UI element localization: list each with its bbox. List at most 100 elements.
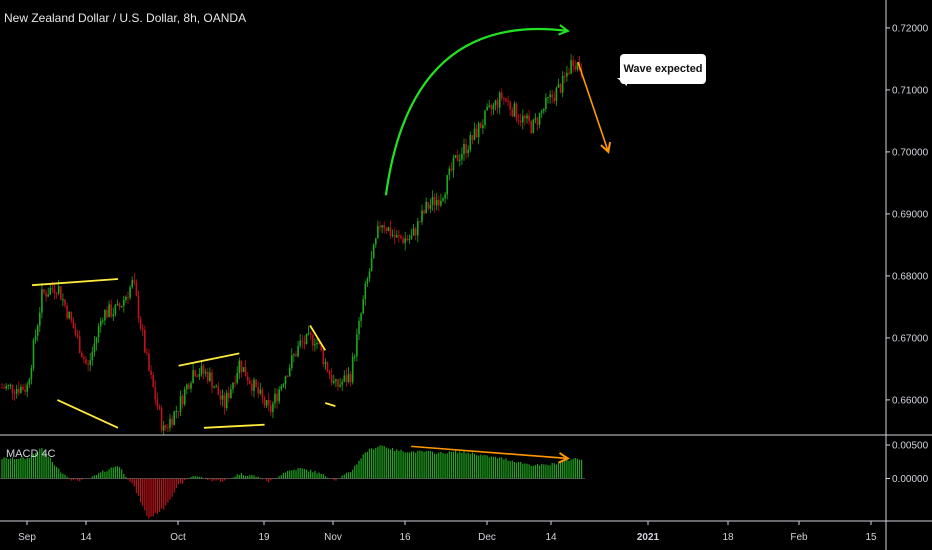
candle-body <box>228 392 230 399</box>
candle-body <box>141 328 144 330</box>
candle-body <box>446 175 448 195</box>
candle-body <box>270 405 272 412</box>
candle-body <box>87 363 89 365</box>
candle-body <box>278 389 280 402</box>
candle-body <box>309 332 312 336</box>
candle-body <box>364 283 367 300</box>
candle-body <box>414 228 417 236</box>
time-tick-label: Sep <box>18 532 36 543</box>
candle-body <box>186 384 188 390</box>
candle-body <box>284 376 287 385</box>
candle-body <box>366 278 369 284</box>
candle-body <box>515 103 518 120</box>
candle-body <box>112 314 115 317</box>
candle-body <box>572 60 574 67</box>
candle-body <box>70 312 73 321</box>
candle-body <box>431 197 434 205</box>
candle-body <box>343 375 346 382</box>
candle-body <box>337 379 339 387</box>
candle-body <box>39 312 41 326</box>
candle-body <box>517 119 520 121</box>
candle-body <box>536 118 539 125</box>
candle-body <box>192 370 194 383</box>
candle-body <box>519 120 522 123</box>
candle-body <box>162 425 165 431</box>
candle-body <box>511 109 514 117</box>
candle-body <box>5 386 7 389</box>
candle-body <box>509 101 511 110</box>
candle-body <box>471 135 474 140</box>
candle-body <box>165 425 167 428</box>
candle-body <box>9 384 12 386</box>
candle-body <box>570 60 572 74</box>
candle-body <box>433 197 436 206</box>
candle-body <box>288 367 291 377</box>
candle-body <box>429 204 432 209</box>
candle-body <box>200 365 203 375</box>
candle-body <box>125 296 127 301</box>
candle-body <box>522 115 524 123</box>
candle-body <box>223 395 226 408</box>
candle-body <box>389 227 392 236</box>
candle-body <box>249 380 251 384</box>
candle-body <box>402 238 404 244</box>
candle-body <box>375 238 377 245</box>
candle-body <box>179 395 182 412</box>
candle-body <box>11 384 14 393</box>
candle-body <box>362 299 364 314</box>
candle-body <box>15 388 18 394</box>
candle-body <box>303 341 306 344</box>
candle-body <box>440 200 442 206</box>
trendline <box>56 399 119 429</box>
candle-body <box>307 332 310 334</box>
candle-body <box>526 115 528 119</box>
candle-body <box>93 343 96 352</box>
candle-body <box>213 387 215 389</box>
candle-body <box>55 292 58 294</box>
candle-body <box>64 299 66 306</box>
candle-body <box>396 235 398 238</box>
candle-body <box>459 159 461 161</box>
candle-body <box>148 353 150 371</box>
candle-body <box>442 198 444 201</box>
candle-body <box>427 201 430 209</box>
candle-body <box>435 199 438 206</box>
candle-body <box>123 300 125 306</box>
candle-body <box>291 355 293 368</box>
candle-body <box>295 354 297 357</box>
candle-body <box>236 372 238 383</box>
candle-body <box>534 118 537 120</box>
curved-arrow <box>384 27 569 196</box>
candle-body <box>549 94 551 98</box>
candle-body <box>524 115 526 119</box>
candle-body <box>383 225 385 229</box>
price-tick-label: 0.71000 <box>892 85 929 96</box>
candle-body <box>102 320 104 322</box>
curved-arrow-head <box>558 24 570 36</box>
candle-body <box>127 296 129 298</box>
price-tick-label: 0.72000 <box>892 23 929 34</box>
candle-body <box>1 387 3 389</box>
candle-body <box>454 155 457 158</box>
candle-body <box>91 351 94 361</box>
candle-body <box>196 376 199 378</box>
candle-body <box>207 371 209 381</box>
candle-body <box>333 381 335 383</box>
candle-body <box>118 303 121 308</box>
candle-body <box>328 371 331 376</box>
macd-divergence-arrow-head <box>558 452 570 464</box>
candle-body <box>188 384 190 389</box>
candle-body <box>444 194 446 199</box>
candle-body <box>339 384 341 387</box>
candle-body <box>68 312 70 319</box>
candle-body <box>467 149 469 154</box>
candle-body <box>177 411 180 413</box>
chart-title: New Zealand Dollar / U.S. Dollar, 8h, OA… <box>4 11 247 25</box>
candle-body <box>566 72 568 77</box>
candle-body <box>351 356 354 383</box>
candle-body <box>99 320 102 327</box>
price-tick-label: 0.67000 <box>892 333 929 344</box>
candle-body <box>286 376 289 378</box>
candle-body <box>114 305 117 315</box>
